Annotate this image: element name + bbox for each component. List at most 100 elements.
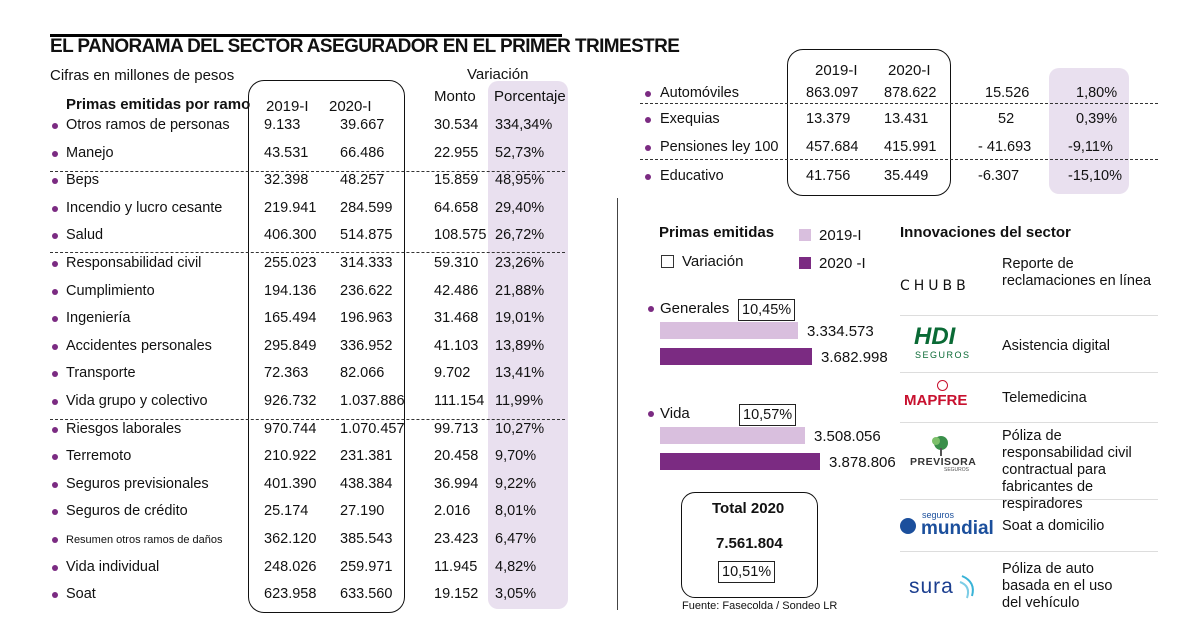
table-row: Otros ramos de personas 9.133 39.667 30.534… (0, 117, 600, 144)
sura-icon (959, 575, 974, 599)
row-2020: 66.486 (340, 145, 385, 161)
row-2019: 406.300 (264, 227, 317, 243)
row-2019: 72.363 (264, 365, 309, 381)
legend-variacion-swatch (661, 255, 674, 268)
row-name: Otros ramos de personas (66, 117, 230, 133)
row-2020: 259.971 (340, 559, 393, 575)
row-name: Salud (66, 227, 104, 243)
row-2019: 926.732 (264, 393, 317, 409)
row-bullet (52, 592, 58, 598)
table-row: Responsabilidad civil 255.023 314.333 59.31… (0, 255, 600, 282)
row-monto: 20.458 (434, 448, 479, 464)
row-2020: 415.991 (884, 139, 937, 155)
row-monto: 99.713 (434, 421, 479, 437)
row-bullet (52, 399, 58, 405)
row-divider (50, 171, 565, 172)
innov-text-3: Póliza de responsabilidad civil contract… (1002, 428, 1132, 512)
row-name: Exequias (660, 111, 720, 127)
row-2019: 401.390 (264, 476, 317, 492)
table-row: Seguros de crédito 25.174 27.190 2.016 8,01% (0, 503, 600, 530)
row-2020: 196.963 (340, 310, 393, 326)
row-pct: 23,26% (495, 255, 545, 271)
row-bullet (52, 537, 58, 543)
row-2019: 41.756 (806, 168, 851, 184)
row-pct: 9,22% (495, 476, 537, 492)
total-variacion: 10,51% (718, 561, 776, 583)
row-monto: 59.310 (434, 255, 479, 271)
row-2019: 210.922 (264, 448, 317, 464)
row-pct: 13,41% (495, 365, 545, 381)
innov-sep (900, 372, 1158, 373)
legend-2020-swatch (799, 257, 811, 269)
mapfre-icon (937, 380, 948, 391)
previsora-logo-sub: SEGUROS (944, 467, 970, 473)
category-label: Generales (660, 300, 730, 317)
row-pct: 8,01% (495, 503, 537, 519)
row-name: Terremoto (66, 448, 132, 464)
row-bullet (52, 427, 58, 433)
row-bullet (52, 151, 58, 157)
row-2019: 25.174 (264, 503, 309, 519)
row-2020: 314.333 (340, 255, 393, 271)
row-bullet (645, 91, 651, 97)
row-monto: 111.154 (434, 393, 485, 409)
row-divider (640, 103, 1158, 104)
mundial-logo-sub: seguros (922, 510, 955, 520)
innov-sep (900, 551, 1158, 552)
row-monto: 52 (998, 111, 1015, 127)
row-monto: 31.468 (434, 310, 479, 326)
row-pct: 29,40% (495, 200, 545, 216)
row-name: Transporte (66, 365, 136, 381)
table-row: Exequias 13.379 13.431 52 0,39% (0, 111, 1180, 138)
row-2019: 165.494 (264, 310, 317, 326)
row-monto: 108.575 (434, 227, 487, 243)
row-2020: 13.431 (884, 111, 929, 127)
row-pct: 334,34% (495, 117, 553, 133)
row-divider (50, 252, 565, 253)
bar-vida-2020 (660, 453, 820, 470)
header-monto: Monto (434, 88, 476, 105)
row-pct: 48,95% (495, 172, 545, 188)
row-2020: 385.543 (340, 531, 393, 547)
row-pct: 11,99% (495, 393, 544, 409)
group-bullet (648, 411, 654, 417)
row-monto: 36.994 (434, 476, 479, 492)
row-name: Riesgos laborales (66, 421, 182, 437)
title-bar (50, 34, 562, 37)
chubb-logo: CHUBB (900, 278, 970, 294)
innov-sep (900, 422, 1158, 423)
row-pct: -15,10% (1068, 168, 1123, 184)
row-name: Automóviles (660, 85, 739, 101)
row-bullet (52, 482, 58, 488)
bar-generales-2019 (660, 322, 798, 339)
row-name: Accidentes personales (66, 338, 212, 354)
sura-logo: sura (909, 575, 954, 598)
row-pct: 10,27% (495, 421, 545, 437)
years-box (248, 80, 405, 613)
row-bullet (645, 174, 651, 180)
bar-vida-2019 (660, 427, 805, 444)
table-row: Seguros previsionales 401.390 438.384 36.99… (0, 476, 600, 503)
row-name: Seguros de crédito (66, 503, 188, 519)
previsora-icon (932, 436, 948, 456)
row-name: Beps (66, 172, 100, 188)
bar-value-label: 3.508.056 (814, 428, 881, 445)
table-row: Manejo 43.531 66.486 22.955 52,73% (0, 145, 600, 172)
bar-generales-2020 (660, 348, 812, 365)
row-pct: -9,11% (1068, 139, 1113, 155)
row-name: Vida grupo y colectivo (66, 393, 208, 409)
row-2020: 878.622 (884, 85, 937, 101)
row-2019: 863.097 (806, 85, 859, 101)
row-name: Cumplimiento (66, 283, 155, 299)
mundial-icon (900, 518, 916, 534)
table-row: Soat 623.958 633.560 19.152 3,05% (0, 586, 600, 613)
row-monto: 23.423 (434, 531, 479, 547)
group-bullet (648, 306, 654, 312)
row-monto: 41.103 (434, 338, 479, 354)
row-monto: 11.945 (434, 559, 478, 575)
table-row: Resumen otros ramos de daños 362.120 385.5… (0, 531, 600, 558)
row-2020: 336.952 (340, 338, 393, 354)
source-note: Fuente: Fasecolda / Sondeo LR (682, 600, 838, 612)
row-monto: 19.152 (434, 586, 479, 602)
header-2019: 2019-I (266, 98, 309, 115)
